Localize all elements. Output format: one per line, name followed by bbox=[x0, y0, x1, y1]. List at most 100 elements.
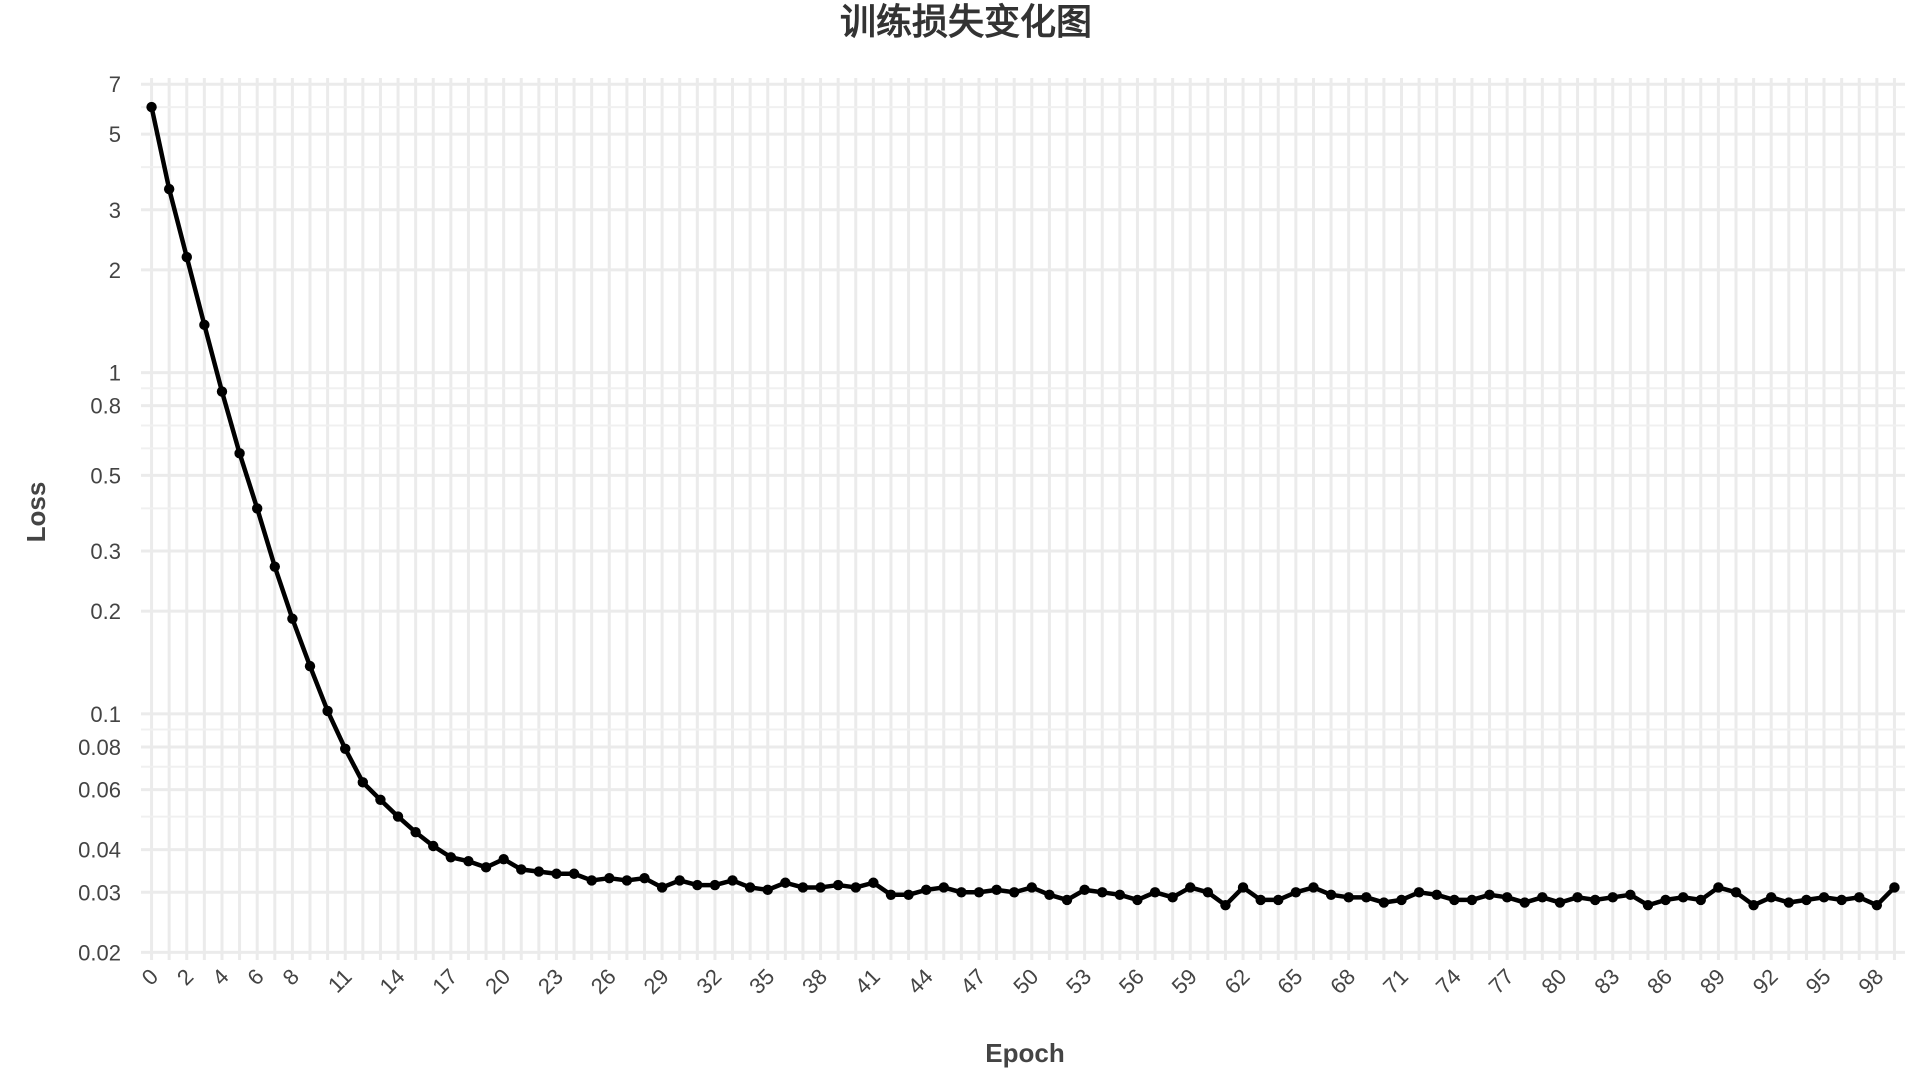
loss-data-point bbox=[1185, 882, 1196, 893]
loss-data-point bbox=[533, 866, 545, 877]
y-tick-label: 0.3 bbox=[90, 539, 121, 564]
loss-data-point bbox=[674, 875, 685, 886]
loss-data-point bbox=[1413, 887, 1425, 898]
loss-data-point bbox=[1343, 892, 1354, 903]
loss-data-point bbox=[1325, 889, 1337, 900]
loss-data-point bbox=[621, 875, 633, 886]
loss-data-point bbox=[1167, 892, 1178, 903]
x-tick-label: 98 bbox=[1853, 964, 1888, 999]
loss-data-point bbox=[1501, 892, 1513, 903]
x-tick-label: 71 bbox=[1378, 964, 1413, 999]
y-tick-label: 0.06 bbox=[78, 778, 121, 803]
x-tick-label: 38 bbox=[797, 964, 832, 999]
loss-data-point bbox=[480, 862, 492, 873]
loss-data-point bbox=[1273, 894, 1284, 906]
loss-data-point bbox=[340, 743, 351, 755]
loss-data-point bbox=[1766, 892, 1777, 903]
loss-data-point bbox=[780, 877, 791, 888]
loss-data-point bbox=[463, 856, 474, 867]
x-tick-label: 68 bbox=[1325, 964, 1360, 999]
loss-data-point bbox=[850, 882, 861, 893]
loss-data-point bbox=[304, 660, 316, 672]
loss-data-point bbox=[1237, 882, 1249, 893]
x-tick-label: 41 bbox=[850, 964, 885, 999]
x-tick-label: 44 bbox=[903, 964, 938, 999]
loss-data-point bbox=[1361, 892, 1372, 903]
loss-data-point bbox=[991, 884, 1002, 896]
loss-data-point bbox=[938, 882, 949, 893]
loss-data-point bbox=[287, 613, 298, 624]
loss-data-point bbox=[163, 183, 175, 195]
loss-data-point bbox=[1695, 894, 1706, 906]
loss-data-point bbox=[709, 879, 721, 891]
loss-data-point bbox=[832, 879, 844, 891]
loss-data-point bbox=[146, 101, 157, 113]
loss-data-point bbox=[1202, 887, 1214, 898]
x-tick-label: 11 bbox=[323, 964, 357, 998]
loss-data-point bbox=[639, 872, 650, 884]
y-tick-label: 0.2 bbox=[90, 599, 121, 624]
x-tick-label: 0 bbox=[137, 964, 163, 990]
loss-data-point bbox=[1132, 894, 1143, 906]
loss-data-point bbox=[762, 884, 773, 896]
y-tick-label: 7 bbox=[109, 72, 121, 97]
loss-data-point bbox=[1290, 887, 1302, 898]
loss-data-point bbox=[1449, 894, 1460, 906]
x-axis-ticks: 0 2 4 6 8 11 14 17 20 23 26 29 32 35 38 41 44 47 50 53 56 59 6… bbox=[137, 964, 1889, 999]
x-tick-label: 17 bbox=[427, 964, 462, 999]
y-tick-label: 0.8 bbox=[90, 394, 121, 419]
y-tick-label: 0.04 bbox=[78, 838, 121, 863]
loss-data-point bbox=[1607, 892, 1618, 903]
loss-data-point bbox=[375, 794, 386, 806]
loss-data-point bbox=[1008, 887, 1020, 898]
x-tick-label: 77 bbox=[1484, 964, 1519, 999]
loss-data-point bbox=[1061, 894, 1073, 906]
loss-data-point bbox=[744, 882, 756, 893]
loss-data-point bbox=[1836, 894, 1847, 906]
loss-data-point bbox=[656, 882, 668, 893]
loss-data-point bbox=[1519, 897, 1530, 908]
x-tick-label: 20 bbox=[480, 964, 515, 999]
loss-data-point bbox=[1466, 894, 1478, 906]
y-tick-label: 0.03 bbox=[78, 880, 121, 905]
y-tick-label: 2 bbox=[109, 258, 121, 283]
loss-data-point bbox=[727, 875, 738, 886]
loss-data-point bbox=[1484, 889, 1495, 900]
loss-data-point bbox=[797, 882, 809, 893]
loss-data-point bbox=[498, 854, 509, 865]
y-tick-label: 3 bbox=[109, 198, 121, 223]
loss-data-point bbox=[1889, 882, 1900, 893]
loss-data-point bbox=[269, 561, 280, 572]
loss-data-point bbox=[1854, 892, 1865, 903]
loss-data-point bbox=[956, 887, 967, 898]
x-tick-label: 53 bbox=[1061, 964, 1096, 999]
x-tick-label: 74 bbox=[1431, 964, 1466, 999]
y-tick-label: 0.5 bbox=[90, 463, 121, 488]
loss-data-point bbox=[181, 251, 192, 263]
x-tick-label: 8 bbox=[278, 964, 304, 990]
y-axis-ticks: 0.02 0.03 0.04 0.06 0.08 0.1 0.2 0.3 0.5 0.8 1 2 3 5 7 bbox=[78, 72, 121, 965]
loss-data-point bbox=[1308, 882, 1319, 893]
x-tick-label: 92 bbox=[1748, 964, 1783, 999]
x-tick-label: 29 bbox=[639, 964, 674, 999]
x-tick-label: 35 bbox=[744, 964, 779, 999]
loss-data-point bbox=[216, 386, 228, 397]
chart-title: 训练损失变化图 bbox=[840, 1, 1092, 43]
loss-data-point bbox=[1220, 900, 1231, 911]
loss-data-point bbox=[1677, 892, 1689, 903]
loss-data-point bbox=[1748, 900, 1759, 911]
loss-data-point bbox=[1554, 897, 1566, 908]
x-tick-label: 65 bbox=[1272, 964, 1307, 999]
loss-data-point bbox=[410, 827, 421, 838]
grid-layer bbox=[141, 78, 1905, 960]
x-tick-label: 23 bbox=[533, 964, 568, 999]
loss-data-point bbox=[1730, 887, 1742, 898]
x-tick-label: 62 bbox=[1220, 964, 1255, 999]
loss-data-point bbox=[392, 811, 404, 822]
loss-data-point bbox=[1801, 894, 1812, 906]
x-tick-label: 95 bbox=[1801, 964, 1836, 999]
x-tick-label: 6 bbox=[242, 964, 268, 990]
loss-data-point bbox=[568, 868, 580, 879]
loss-data-point bbox=[1783, 897, 1795, 908]
